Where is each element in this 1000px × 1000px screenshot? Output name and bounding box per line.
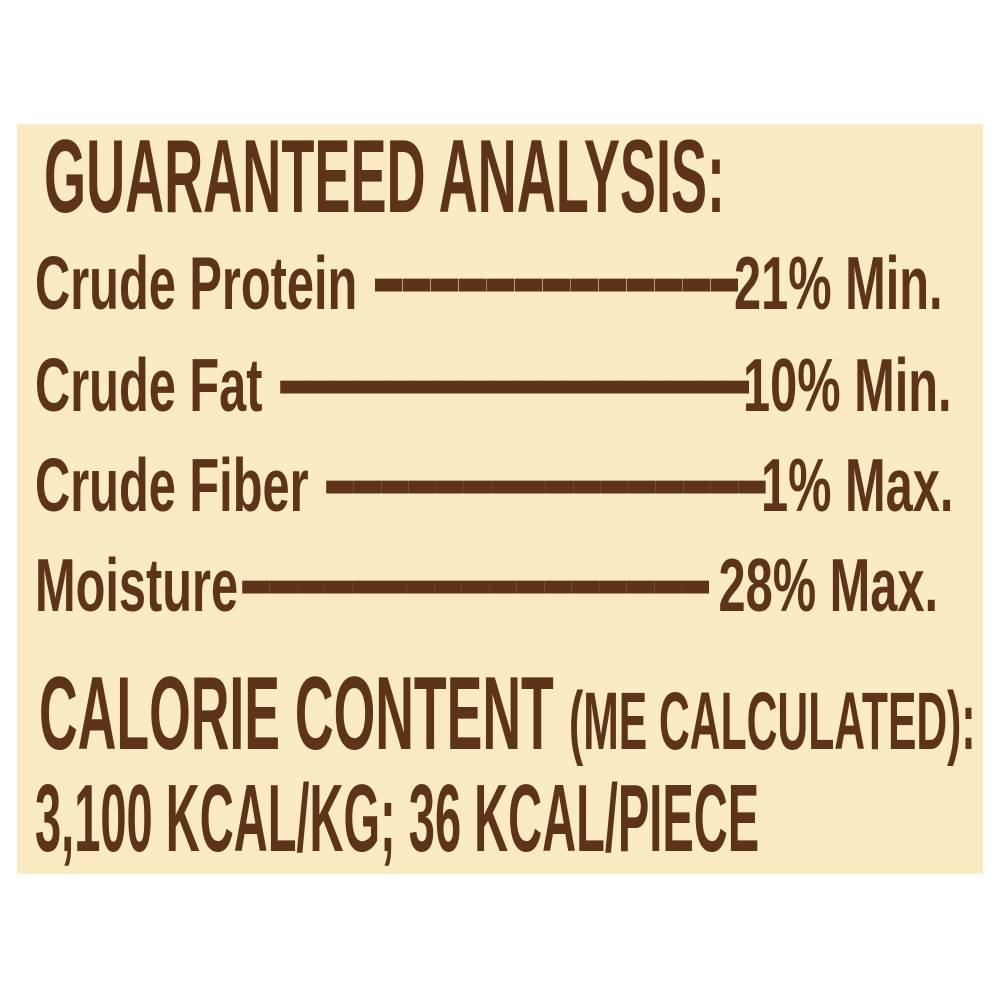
analysis-row-crude-fat: Crude Fat ------------------10% Min. (35, 324, 953, 432)
calorie-content-title-text: CALORIE CONTENT (39, 656, 569, 772)
nutrient-value: 10% Min. (743, 343, 953, 427)
leader-dashes: ---------------- (322, 417, 770, 538)
guaranteed-analysis-panel: GUARANTEED ANALYSIS: Crude Protein -----… (17, 124, 983, 874)
nutrient-name: Crude Protein (35, 241, 371, 325)
leader-dashes: ----------------- (237, 517, 713, 638)
guaranteed-analysis-title: GUARANTEED ANALYSIS: (44, 125, 725, 229)
nutrient-value: 21% Min. (734, 241, 943, 325)
analysis-row-moisture: Moisture----------------- 28% Max. (35, 524, 938, 632)
nutrient-value: 28% Max. (704, 543, 938, 627)
guaranteed-analysis-title-text: GUARANTEED ANALYSIS: (44, 119, 726, 235)
nutrient-value: 1% Max. (761, 443, 954, 527)
analysis-row-crude-fiber: Crude Fiber ----------------1% Max. (35, 424, 954, 532)
leader-dashes: ------------------ (276, 317, 753, 438)
nutrient-name: Crude Fiber (35, 443, 323, 527)
leader-dashes: ------------- (370, 215, 743, 336)
calorie-content-title-note: (ME CALCULATED): (568, 676, 976, 767)
nutrient-name: Crude Fat (35, 343, 277, 427)
analysis-row-crude-protein: Crude Protein -------------21% Min. (35, 222, 943, 330)
calorie-content-value-text: 3,100 KCAL/KG; 36 KCAL/PIECE (35, 765, 760, 872)
calorie-content-title: CALORIE CONTENT (ME CALCULATED): (39, 656, 975, 772)
calorie-content-value: 3,100 KCAL/KG; 36 KCAL/PIECE (35, 771, 759, 867)
nutrient-name: Moisture (35, 543, 239, 627)
